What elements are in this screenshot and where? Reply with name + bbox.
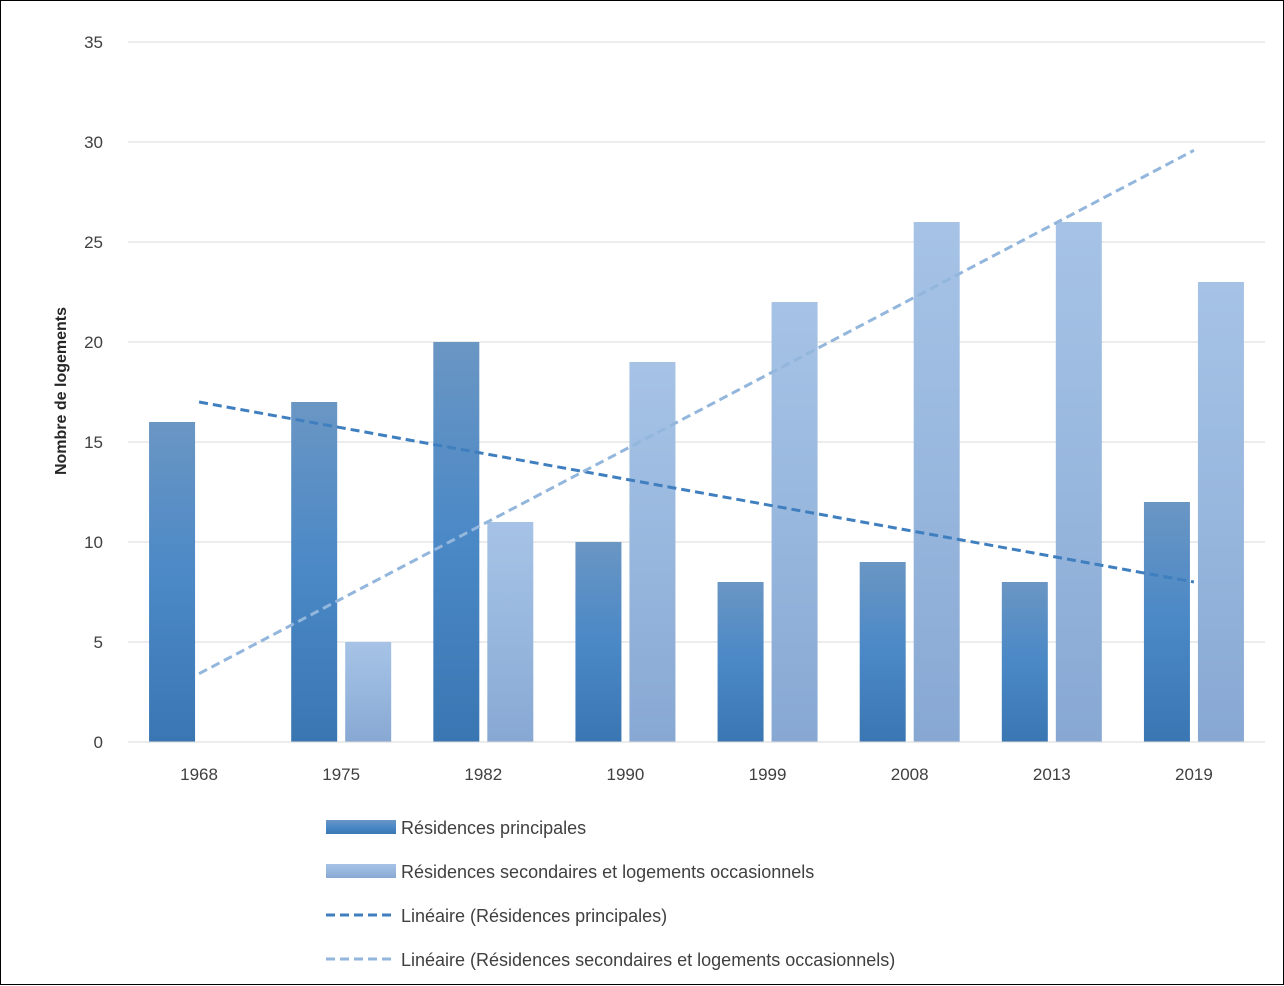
bar-residences-principales xyxy=(433,342,480,742)
x-tick-label: 2008 xyxy=(891,765,929,784)
legend-residences-principales: Résidences principales xyxy=(326,818,586,838)
bar-residences-secondaires xyxy=(771,302,818,742)
y-tick-label: 30 xyxy=(84,133,103,152)
bar-residences-secondaires xyxy=(1197,282,1244,742)
x-tick-label: 2019 xyxy=(1175,765,1213,784)
bars xyxy=(149,222,1244,742)
bar-residences-principales xyxy=(291,402,338,742)
bar-residences-principales xyxy=(575,542,622,742)
bar-residences-secondaires xyxy=(345,642,392,742)
legend-label: Résidences principales xyxy=(401,818,586,838)
x-tick-label: 1975 xyxy=(322,765,360,784)
y-axis-title: Nombre de logements xyxy=(53,307,70,475)
trendline-residences-principales xyxy=(198,400,1195,584)
bar-residences-secondaires xyxy=(1055,222,1102,742)
bar-residences-principales xyxy=(1001,582,1048,742)
y-tick-label: 25 xyxy=(84,233,103,252)
x-tick-label: 2013 xyxy=(1033,765,1071,784)
x-tick-label: 1990 xyxy=(607,765,645,784)
x-tick-label: 1999 xyxy=(749,765,787,784)
legend-trend-secondaires: Linéaire (Résidences secondaires et loge… xyxy=(326,950,895,970)
y-tick-label: 20 xyxy=(84,333,103,352)
legend: Résidences principales Résidences seconda… xyxy=(326,818,895,970)
y-tick-label: 10 xyxy=(84,533,103,552)
y-axis-tick-labels: 0 5 10 15 20 25 30 35 xyxy=(84,33,103,752)
bar-residences-principales xyxy=(717,582,764,742)
bar-residences-secondaires xyxy=(913,222,960,742)
legend-label: Linéaire (Résidences secondaires et loge… xyxy=(401,950,895,970)
y-tick-label: 5 xyxy=(94,633,103,652)
x-tick-label: 1968 xyxy=(180,765,218,784)
trendlines xyxy=(198,149,1195,675)
legend-residences-secondaires: Résidences secondaires et logements occa… xyxy=(326,862,814,882)
bar-residences-secondaires xyxy=(487,522,534,742)
trendline-residences-secondaires xyxy=(198,149,1195,675)
x-tick-label: 1982 xyxy=(464,765,502,784)
legend-trend-principales: Linéaire (Résidences principales) xyxy=(326,906,667,926)
legend-label: Résidences secondaires et logements occa… xyxy=(401,862,814,882)
legend-swatch xyxy=(326,820,396,834)
bar-residences-principales xyxy=(859,562,906,742)
bar-residences-secondaires xyxy=(629,362,676,742)
y-tick-label: 35 xyxy=(84,33,103,52)
y-tick-label: 15 xyxy=(84,433,103,452)
legend-swatch xyxy=(326,864,396,878)
x-axis-tick-labels: 1968 1975 1982 1990 1999 2008 2013 2019 xyxy=(180,765,1213,784)
bar-residences-principales xyxy=(1143,502,1190,742)
bar-residences-principales xyxy=(149,422,196,742)
y-tick-label: 0 xyxy=(94,733,103,752)
legend-label: Linéaire (Résidences principales) xyxy=(401,906,667,926)
